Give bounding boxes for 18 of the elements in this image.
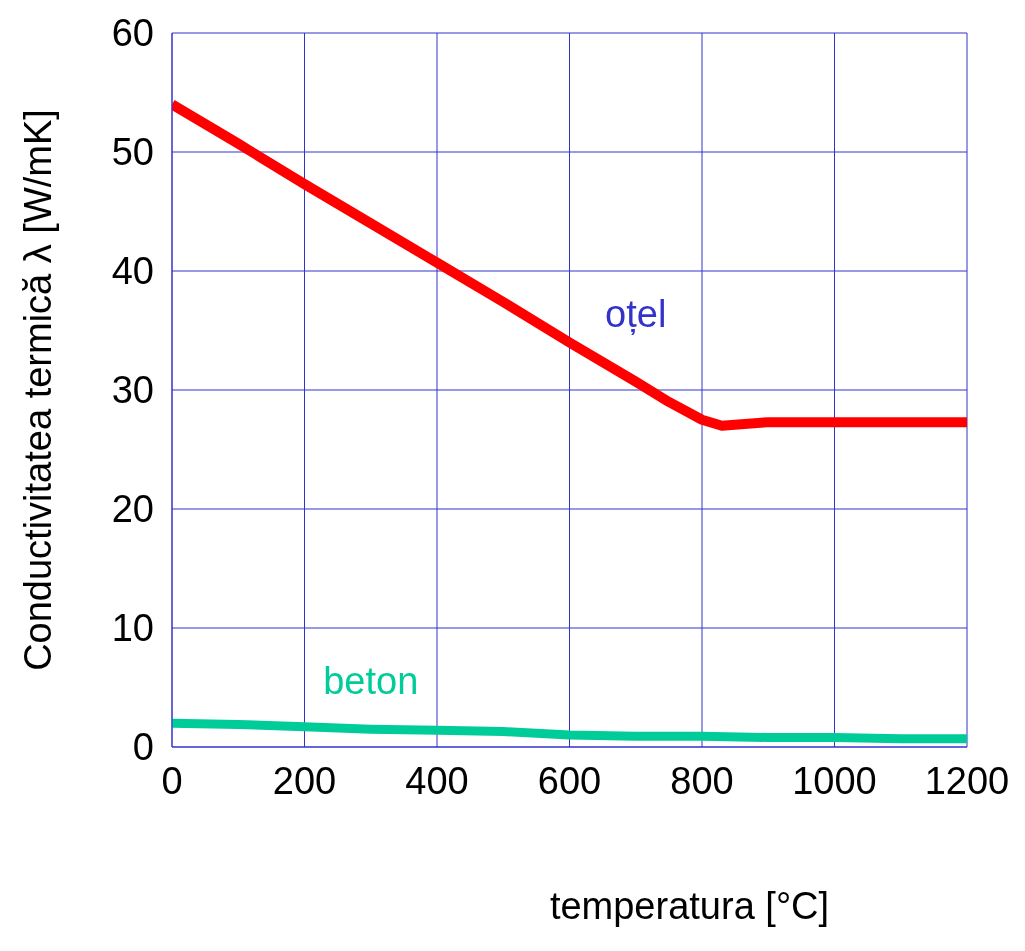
- x-tick-label: 1200: [924, 759, 1010, 802]
- x-tick-label: 1000: [792, 759, 877, 802]
- x-tick-label: 0: [161, 759, 183, 802]
- x-tick-label: 800: [670, 759, 734, 802]
- y-tick-label: 10: [111, 607, 154, 650]
- y-tick-label: 50: [111, 131, 154, 174]
- y-tick-label: 60: [111, 12, 154, 55]
- y-tick-label: 0: [132, 726, 154, 769]
- y-tick-label: 20: [111, 488, 154, 531]
- y-tick-label: 40: [111, 250, 154, 293]
- series-label: beton: [323, 660, 419, 703]
- x-tick-label: 600: [537, 759, 602, 802]
- series-label: oțel: [605, 292, 667, 335]
- x-tick-label: 200: [272, 759, 337, 802]
- x-axis-title: temperatura [°C]: [549, 885, 830, 927]
- y-tick-label: 30: [111, 369, 154, 412]
- y-axis-title: Conductivitatea termică λ [W/mK]: [17, 109, 60, 671]
- x-tick-label: 400: [405, 759, 469, 802]
